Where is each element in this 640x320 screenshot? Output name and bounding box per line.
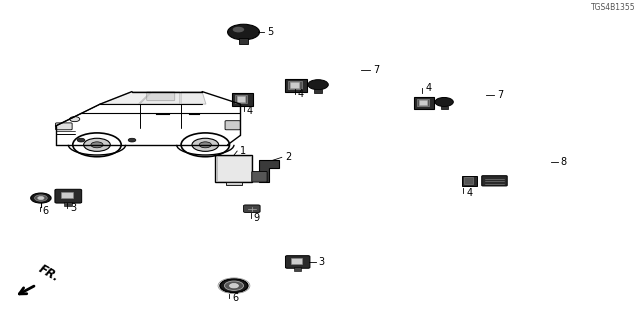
Text: TGS4B1355: TGS4B1355 — [591, 3, 636, 12]
Text: 9: 9 — [253, 213, 260, 223]
Text: 7: 7 — [497, 90, 504, 100]
Bar — [227, 182, 242, 185]
Text: FR.: FR. — [36, 262, 62, 284]
Circle shape — [192, 138, 219, 151]
Circle shape — [199, 142, 211, 148]
FancyBboxPatch shape — [147, 92, 175, 101]
Polygon shape — [140, 92, 180, 104]
Bar — [61, 192, 74, 198]
Bar — [294, 267, 301, 271]
Text: 7: 7 — [373, 65, 379, 75]
Text: 3: 3 — [319, 257, 325, 267]
Text: 3: 3 — [70, 204, 76, 213]
Bar — [216, 155, 252, 182]
FancyBboxPatch shape — [55, 189, 82, 203]
Circle shape — [31, 193, 51, 203]
Circle shape — [84, 138, 110, 151]
Text: 6: 6 — [43, 205, 49, 216]
Circle shape — [77, 138, 85, 142]
Text: 1: 1 — [241, 146, 246, 156]
Bar — [291, 258, 302, 264]
Polygon shape — [462, 176, 477, 187]
Circle shape — [181, 133, 230, 157]
Text: 4: 4 — [425, 83, 431, 92]
Circle shape — [38, 196, 44, 200]
Circle shape — [228, 24, 259, 40]
FancyBboxPatch shape — [252, 172, 267, 182]
Bar — [218, 156, 250, 181]
Text: 8: 8 — [561, 157, 567, 167]
Bar — [464, 178, 473, 184]
Text: 4: 4 — [246, 106, 253, 116]
FancyBboxPatch shape — [285, 256, 310, 268]
Circle shape — [73, 133, 121, 157]
Polygon shape — [259, 160, 278, 182]
Bar — [417, 99, 429, 106]
Bar — [290, 82, 299, 88]
Polygon shape — [414, 97, 435, 109]
FancyBboxPatch shape — [441, 106, 447, 109]
Circle shape — [233, 27, 244, 32]
Circle shape — [91, 142, 103, 148]
Polygon shape — [181, 92, 206, 104]
Bar — [419, 100, 427, 105]
FancyBboxPatch shape — [225, 121, 241, 130]
Bar — [235, 95, 247, 103]
FancyBboxPatch shape — [239, 38, 248, 44]
Circle shape — [70, 116, 80, 122]
FancyBboxPatch shape — [482, 176, 508, 186]
Polygon shape — [232, 93, 253, 106]
Circle shape — [230, 284, 239, 288]
Circle shape — [308, 80, 328, 90]
Text: 4: 4 — [298, 89, 304, 99]
Polygon shape — [285, 79, 307, 92]
Circle shape — [220, 279, 248, 292]
Circle shape — [225, 281, 244, 291]
FancyBboxPatch shape — [56, 123, 72, 130]
FancyBboxPatch shape — [314, 89, 322, 92]
Circle shape — [35, 195, 47, 201]
Circle shape — [435, 98, 453, 107]
Bar — [287, 81, 301, 89]
Bar — [237, 96, 245, 102]
FancyBboxPatch shape — [244, 205, 260, 212]
Circle shape — [128, 138, 136, 142]
Polygon shape — [100, 92, 151, 104]
Text: 5: 5 — [267, 27, 273, 37]
Text: 2: 2 — [285, 152, 291, 162]
Text: 4: 4 — [467, 188, 473, 198]
Text: 6: 6 — [232, 292, 238, 303]
Bar — [65, 202, 72, 206]
